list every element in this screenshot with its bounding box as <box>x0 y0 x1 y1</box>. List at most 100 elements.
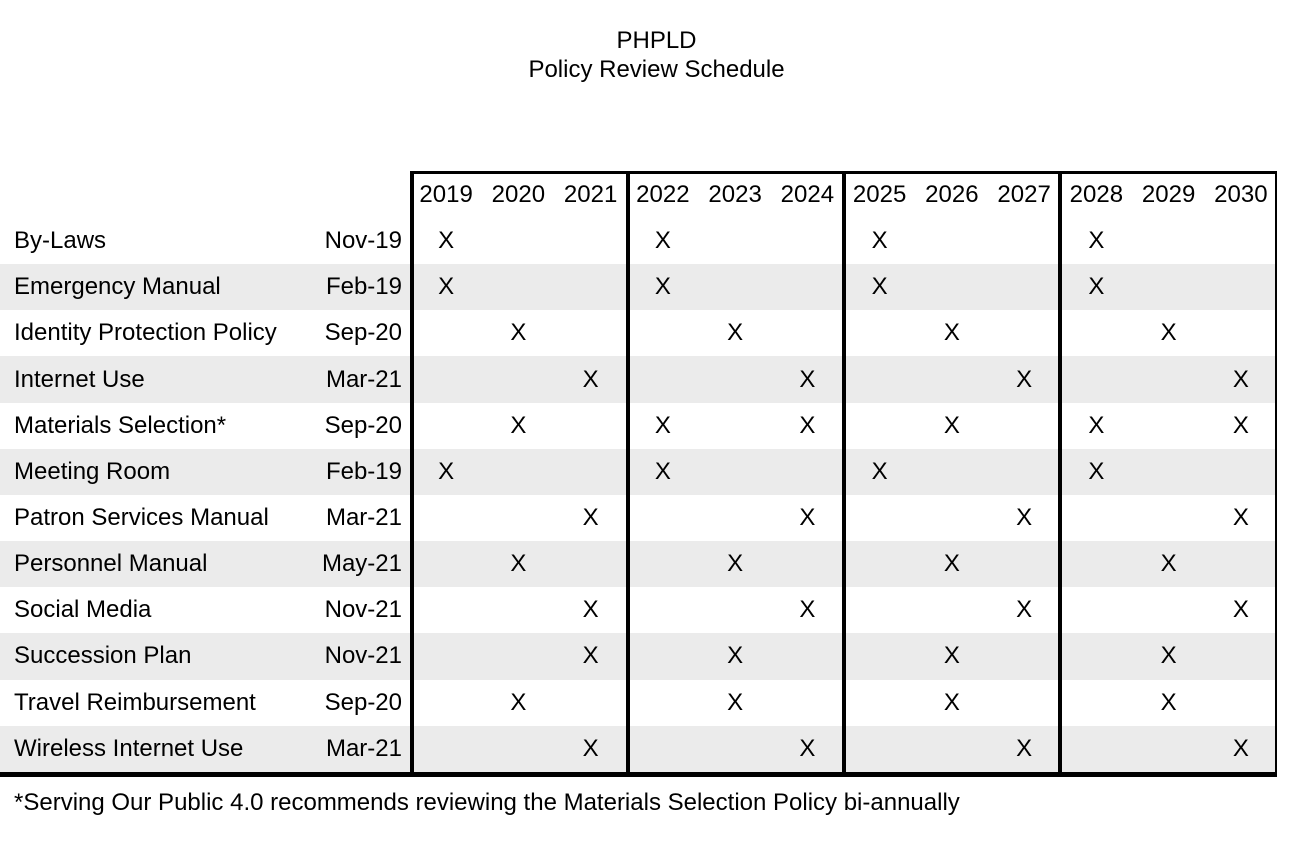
policy-name: Personnel Manual <box>14 550 208 578</box>
last-review-date: Mar-21 <box>325 734 402 762</box>
table-row: Wireless Internet Use Mar-21 X X X X <box>0 725 1277 772</box>
review-mark-cell-2023: X <box>727 319 744 347</box>
table-row: Identity Protection Policy Sep-20 X X X X <box>0 310 1277 356</box>
year-header-2019: 2019 <box>419 180 473 208</box>
grid-border-right <box>1274 171 1277 772</box>
review-mark-cell-2024: X <box>799 596 816 624</box>
last-review-date: Nov-21 <box>324 642 402 670</box>
footnote: *Serving Our Public 4.0 recommends revie… <box>14 789 960 816</box>
review-mark-cell-2019: X <box>438 227 455 255</box>
table-row: Meeting Room Feb-19 X X X X <box>0 448 1277 495</box>
review-mark-cell-2020: X <box>510 550 527 578</box>
review-mark-cell-2021: X <box>582 734 599 762</box>
review-mark-cell-2021: X <box>582 504 599 532</box>
review-mark-cell-2021: X <box>582 365 599 393</box>
table-row: Succession Plan Nov-21 X X X X <box>0 633 1277 680</box>
grid-border-left <box>410 171 414 772</box>
last-review-date: Mar-21 <box>325 365 402 393</box>
year-header-2030: 2030 <box>1214 180 1268 208</box>
review-mark-cell-2020: X <box>510 319 527 347</box>
review-mark-cell-2025: X <box>871 227 888 255</box>
last-review-date: Nov-21 <box>324 596 402 624</box>
year-header-2024: 2024 <box>780 180 835 208</box>
review-mark-cell-2024: X <box>799 504 816 532</box>
year-header-2022: 2022 <box>636 180 690 208</box>
review-mark-cell-2026: X <box>943 642 960 670</box>
review-mark-cell-2029: X <box>1160 642 1177 670</box>
review-mark-cell-2021: X <box>582 596 599 624</box>
review-mark-cell-2023: X <box>727 550 744 578</box>
policy-review-table: 2019 2020 2021 2022 2023 2024 2025 2026 2027 2028… <box>0 171 1277 777</box>
last-review-date: Feb-19 <box>325 457 402 485</box>
year-header-2029: 2029 <box>1141 180 1196 208</box>
year-header-2027: 2027 <box>997 180 1051 208</box>
policy-name: Succession Plan <box>14 642 192 670</box>
review-mark-cell-2023: X <box>727 642 744 670</box>
table-row: Social Media Nov-21 X X X X <box>0 587 1277 633</box>
table-body: By-Laws Nov-19 X X X X Emergency Manual Feb-19 X… <box>0 218 1277 772</box>
review-mark-cell-2029: X <box>1160 319 1177 347</box>
review-mark-cell-2019: X <box>438 457 455 485</box>
year-header-2028: 2028 <box>1069 180 1124 208</box>
review-mark-cell-2022: X <box>654 273 671 301</box>
policy-name: Social Media <box>14 596 152 624</box>
grid-border-bottom <box>0 772 1277 777</box>
review-mark-cell-2023: X <box>727 688 744 716</box>
year-header-2021: 2021 <box>563 180 618 208</box>
review-mark-cell-2028: X <box>1088 411 1105 439</box>
review-mark-cell-2029: X <box>1160 550 1177 578</box>
last-review-date: May-21 <box>321 550 402 578</box>
review-mark-cell-2030: X <box>1232 596 1249 624</box>
review-mark-cell-2028: X <box>1088 273 1105 301</box>
year-header-2025: 2025 <box>852 180 907 208</box>
review-mark-cell-2025: X <box>871 273 888 301</box>
review-mark-cell-2024: X <box>799 734 816 762</box>
review-mark-cell-2028: X <box>1088 457 1105 485</box>
table-row: Materials Selection* Sep-20 X X X X X X <box>0 403 1277 449</box>
title-line-2: Policy Review Schedule <box>528 56 785 83</box>
review-mark-cell-2029: X <box>1160 688 1177 716</box>
review-mark-cell-2026: X <box>943 688 960 716</box>
review-mark-cell-2022: X <box>654 457 671 485</box>
review-mark-cell-2021: X <box>582 642 599 670</box>
policy-name: Meeting Room <box>14 457 171 485</box>
table-row: By-Laws Nov-19 X X X X <box>0 218 1277 264</box>
last-review-date: Sep-20 <box>324 319 402 347</box>
table-row: Patron Services Manual Mar-21 X X X X <box>0 495 1277 541</box>
last-review-date: Sep-20 <box>324 411 402 439</box>
review-mark-cell-2024: X <box>799 411 816 439</box>
last-review-date: Sep-20 <box>324 688 402 716</box>
table-row: Emergency Manual Feb-19 X X X X <box>0 264 1277 311</box>
policy-name: Wireless Internet Use <box>14 734 244 762</box>
review-mark-cell-2030: X <box>1232 411 1249 439</box>
review-mark-cell-2024: X <box>799 365 816 393</box>
review-mark-cell-2026: X <box>943 319 960 347</box>
page-title: PHPLD Policy Review Schedule <box>0 26 1295 84</box>
policy-name: Internet Use <box>14 365 145 393</box>
review-mark-cell-2027: X <box>1016 596 1033 624</box>
review-mark-cell-2026: X <box>943 411 960 439</box>
year-header-2020: 2020 <box>491 180 546 208</box>
policy-name: Emergency Manual <box>14 273 221 301</box>
last-review-date: Nov-19 <box>324 227 402 255</box>
review-mark-cell-2025: X <box>871 457 888 485</box>
last-review-date: Mar-21 <box>325 504 402 532</box>
review-mark-cell-2020: X <box>510 411 527 439</box>
table-header-row: 2019 2020 2021 2022 2023 2024 2025 2026 2027 2028… <box>0 171 1277 218</box>
review-mark-cell-2030: X <box>1232 365 1249 393</box>
policy-name: Patron Services Manual <box>14 504 269 532</box>
policy-name: Materials Selection* <box>14 411 227 439</box>
table-row: Travel Reimbursement Sep-20 X X X X <box>0 680 1277 726</box>
year-group-divider <box>625 171 630 772</box>
review-mark-cell-2027: X <box>1016 734 1033 762</box>
year-header-2023: 2023 <box>708 180 762 208</box>
policy-name: By-Laws <box>14 227 107 255</box>
review-mark-cell-2028: X <box>1088 227 1105 255</box>
review-mark-cell-2022: X <box>654 227 671 255</box>
policy-name: Identity Protection Policy <box>14 319 277 347</box>
review-mark-cell-2030: X <box>1232 504 1249 532</box>
policy-name: Travel Reimbursement <box>14 688 256 716</box>
year-group-divider <box>841 171 846 772</box>
title-line-1: PHPLD <box>616 27 697 54</box>
review-mark-cell-2020: X <box>510 688 527 716</box>
